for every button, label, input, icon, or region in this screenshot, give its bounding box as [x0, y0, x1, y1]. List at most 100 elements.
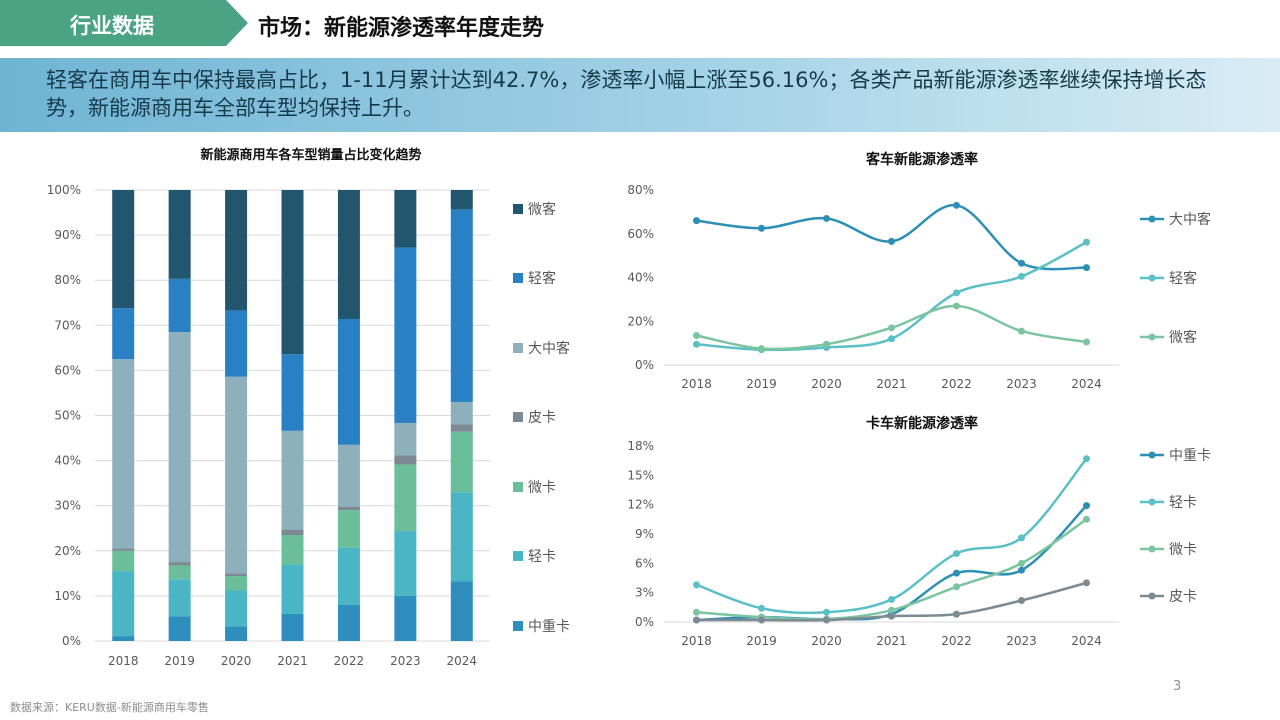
- chart3-data-point: [888, 596, 895, 604]
- chart1-bar-segment: [450, 209, 473, 402]
- chart1-bar-segment: [450, 424, 473, 432]
- chart1-bar-segment: [168, 332, 191, 563]
- chart2-legend-label: 轻客: [1169, 270, 1197, 287]
- chart2-legend-marker: [1148, 215, 1156, 223]
- chart1-x-tick: 2023: [390, 654, 421, 668]
- chart3-x-tick: 2021: [876, 634, 907, 648]
- chart1-bar-segment: [394, 531, 417, 596]
- chart1-bar-segment: [225, 573, 248, 577]
- chart1-bar-segment: [168, 565, 191, 580]
- chart3-y-tick: 18%: [627, 439, 654, 453]
- chart3-data-point: [1018, 559, 1025, 567]
- chart1-bar-segment: [394, 455, 417, 465]
- chart1-bar-segment: [112, 308, 135, 360]
- chart1-bar-segment: [112, 636, 135, 641]
- chart3-data-point: [823, 608, 830, 616]
- chart1-bar-segment: [394, 464, 417, 532]
- chart1-legend-swatch: [513, 412, 523, 422]
- chart2-data-point: [1018, 327, 1025, 335]
- chart2-data-point: [888, 335, 895, 343]
- chart1-legend-label: 轻客: [528, 270, 556, 287]
- chart2-data-point: [1083, 264, 1090, 272]
- chart2-series-line: [696, 204, 1087, 271]
- chart3-legend-marker: [1148, 498, 1156, 506]
- chart3-data-point: [953, 550, 960, 558]
- chart1-y-tick: 30%: [54, 499, 81, 513]
- chart1-legend-swatch: [513, 343, 523, 353]
- chart2-legend-label: 大中客: [1169, 211, 1211, 228]
- chart1-y-tick: 10%: [54, 589, 81, 603]
- chart1-bar-segment: [225, 576, 248, 591]
- chart1-x-tick: 2019: [164, 654, 195, 668]
- chart1-x-tick: 2020: [221, 654, 252, 668]
- chart3-series-line: [696, 457, 1088, 615]
- chart3-x-tick: 2020: [811, 634, 842, 648]
- chart1-bar-segment: [112, 550, 135, 572]
- chart1-bar-segment: [225, 590, 248, 627]
- chart2-data-point: [758, 224, 765, 232]
- chart3-data-point: [1083, 515, 1090, 523]
- chart1-bar-segment: [337, 547, 360, 605]
- chart2-legend-label: 微客: [1169, 329, 1197, 346]
- chart1-legend-swatch: [513, 273, 523, 283]
- chart3-data-point: [953, 583, 960, 591]
- chart1-x-tick: 2024: [447, 654, 478, 668]
- chart3-title: 卡车新能源渗透率: [866, 415, 978, 432]
- chart1-bar-segment: [394, 247, 417, 423]
- chart3-data-point: [823, 616, 830, 624]
- chart2-data-point: [888, 324, 895, 332]
- chart3-data-point: [758, 604, 765, 612]
- chart3-data-point: [693, 616, 700, 624]
- chart1-bar-segment: [394, 190, 417, 248]
- chart1-bar-segment: [168, 190, 191, 279]
- chart1-y-tick: 0%: [62, 634, 81, 648]
- chart2-x-tick: 2020: [811, 377, 842, 391]
- chart2-data-point: [1083, 238, 1090, 246]
- chart3-x-tick: 2024: [1071, 634, 1102, 648]
- chart3-legend-marker: [1148, 451, 1156, 459]
- chart2-legend-marker: [1148, 274, 1156, 282]
- chart3-data-point: [1018, 534, 1025, 542]
- data-source-note: 数据来源：KERU数据-新能源商用车零售: [10, 701, 209, 714]
- chart2-data-point: [1083, 338, 1090, 346]
- chart2-x-tick: 2023: [1006, 377, 1037, 391]
- chart1-y-tick: 50%: [54, 409, 81, 423]
- chart2-data-point: [693, 331, 700, 339]
- chart2-x-tick: 2018: [681, 377, 712, 391]
- chart2-data-point: [953, 302, 960, 310]
- chart3-data-point: [1018, 566, 1025, 574]
- chart3-legend-label: 轻卡: [1169, 495, 1197, 511]
- chart3-y-tick: 6%: [635, 556, 654, 570]
- chart2-data-point: [1018, 272, 1025, 280]
- chart2-y-tick: 80%: [627, 183, 654, 197]
- chart1-bar-segment: [450, 190, 473, 210]
- chart1-y-tick: 20%: [54, 544, 81, 558]
- chart3-legend-label: 微卡: [1169, 542, 1197, 558]
- chart2-y-tick: 40%: [627, 271, 654, 285]
- chart1-bar-segment: [337, 510, 360, 548]
- chart2-x-tick: 2022: [941, 377, 972, 391]
- chart1-legend-swatch: [513, 204, 523, 214]
- chart2-x-tick: 2019: [746, 377, 777, 391]
- chart2-x-tick: 2024: [1071, 377, 1102, 391]
- chart2-data-point: [823, 340, 830, 348]
- chart2-data-point: [1018, 259, 1025, 267]
- summary-text: 轻客在商用车中保持最高占比，1-11月累计达到42.7%，渗透率小幅上涨至56.…: [46, 68, 1207, 120]
- chart2-data-point: [953, 289, 960, 297]
- chart1-bar-segment: [337, 604, 360, 641]
- chart1-legend-swatch: [513, 551, 523, 561]
- chart3-data-point: [953, 610, 960, 618]
- chart1-bar-segment: [337, 506, 360, 511]
- chart2-data-point: [953, 201, 960, 209]
- chart1-bar-segment: [225, 190, 248, 311]
- chart2-data-point: [888, 237, 895, 245]
- chart1-y-tick: 100%: [47, 183, 81, 197]
- chart3-legend-marker: [1148, 592, 1156, 600]
- chart3-x-tick: 2019: [746, 634, 777, 648]
- chart1-bar-segment: [112, 190, 135, 309]
- chart1-legend-label: 轻卡: [528, 549, 556, 565]
- chart1-legend-swatch: [513, 482, 523, 492]
- chart2-data-point: [823, 214, 830, 222]
- chart3-y-tick: 0%: [635, 615, 654, 629]
